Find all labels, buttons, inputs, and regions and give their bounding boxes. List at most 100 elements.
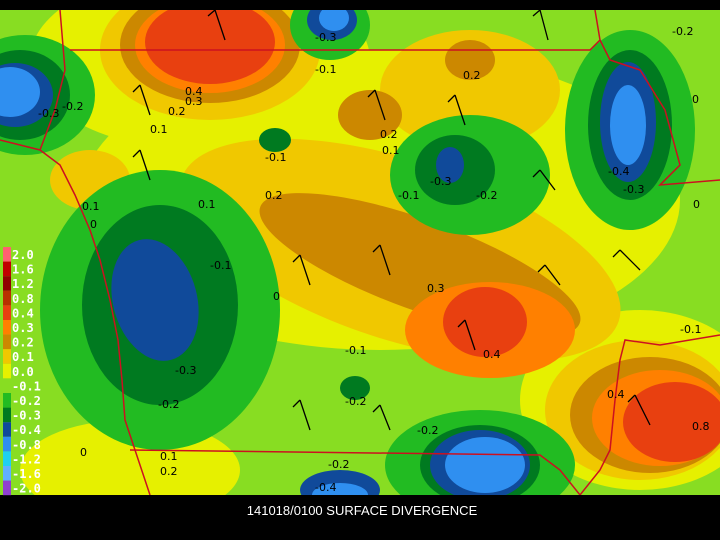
colorbar-label: -1.6	[12, 467, 41, 481]
barb	[532, 169, 556, 191]
fill-level	[380, 30, 560, 150]
colorbar-swatch	[3, 480, 11, 496]
colorbar-swatch	[3, 466, 11, 481]
fill-level	[312, 483, 368, 495]
colorbar-swatch	[3, 407, 11, 423]
contour-label: 0.2	[380, 128, 398, 141]
colorbar: 2.01.61.20.80.40.30.20.10.0-0.1-0.2-0.3-…	[3, 247, 41, 496]
contour-label: 0.4	[607, 388, 625, 401]
fill-level	[0, 67, 40, 117]
field: 0.4 0.3 0.2 0.1 -0.3 -0.2 0.1 0 0.1 0.2 …	[0, 10, 720, 495]
colorbar-swatch	[3, 320, 11, 335]
contour-label: 0	[90, 218, 97, 231]
colorbar-swatch	[3, 305, 11, 320]
barb	[372, 244, 391, 276]
contour-labels: 0.4 0.3 0.2 0.1 -0.3 -0.2 0.1 0 0.1 0.2 …	[38, 25, 710, 494]
colorbar-label: 0.2	[12, 336, 34, 350]
contour-label: -0.3	[623, 183, 644, 196]
contour-label: -0.2	[672, 25, 693, 38]
contour-label: 0.3	[185, 95, 203, 108]
colorbar-label: -0.8	[12, 438, 41, 452]
fill-level	[623, 382, 720, 462]
colorbar-label: 0.4	[12, 306, 34, 320]
fill-level	[319, 10, 349, 31]
contour-label: -0.2	[62, 100, 83, 113]
contour-label: -0.1	[680, 323, 701, 336]
contour-label: -0.2	[328, 458, 349, 471]
barb	[132, 149, 151, 181]
colorbar-swatch	[3, 436, 11, 452]
contour-label: 0.4	[185, 85, 203, 98]
colorbar-label: 1.6	[12, 263, 34, 277]
border	[129, 449, 581, 495]
fill-level	[111, 239, 199, 361]
colorbar-label: 1.2	[12, 277, 34, 291]
contour-label: 0.2	[463, 69, 481, 82]
contour-label: 0.4	[483, 348, 501, 361]
contour-label: -0.3	[315, 31, 336, 44]
barb	[372, 404, 391, 431]
colorbar-swatch	[3, 290, 11, 306]
contour-label: 0	[273, 290, 280, 303]
colorbar-label: 0.1	[12, 350, 34, 364]
contour-label: 0.3	[427, 282, 445, 295]
colorbar-label: -0.3	[12, 409, 41, 423]
border	[39, 10, 66, 151]
barb	[292, 399, 311, 431]
colorbar-label: -0.4	[12, 423, 41, 437]
contour-label: -0.2	[345, 395, 366, 408]
contour-label: 0.1	[160, 450, 178, 463]
border	[0, 139, 151, 495]
contour-label: -0.2	[417, 424, 438, 437]
colorbar-label: -0.1	[12, 379, 41, 393]
caption: 141018/0100 SURFACE DIVERGENCE	[247, 503, 478, 518]
contour-label: 0.1	[82, 200, 100, 213]
contour-label: 0.1	[382, 144, 400, 157]
barb	[292, 254, 311, 286]
barb	[537, 264, 561, 286]
colorbar-swatch	[3, 378, 11, 393]
barb	[207, 10, 226, 41]
fill-level	[436, 147, 464, 183]
fill-level	[145, 10, 275, 84]
barb	[457, 319, 476, 351]
contour-label: -0.1	[345, 344, 366, 357]
contour-label: 0.1	[150, 123, 168, 136]
fill-level	[338, 90, 402, 140]
fill-level	[443, 287, 527, 357]
barb	[627, 394, 651, 426]
colorbar-label: 0.3	[12, 321, 34, 335]
contour-label: 0.2	[265, 189, 283, 202]
colorbar-swatch	[3, 247, 11, 262]
colorbar-label: -1.2	[12, 452, 41, 466]
fill-level	[259, 128, 291, 152]
contour-label: -0.4	[608, 165, 629, 178]
fill-level	[445, 437, 525, 493]
fill-level	[340, 376, 370, 400]
contour-label: 0.8	[692, 420, 710, 433]
contour-label: 0	[693, 198, 700, 211]
colorbar-swatch	[3, 363, 11, 379]
contour-label: 0.2	[160, 465, 178, 478]
contour-label: -0.1	[315, 63, 336, 76]
contour-label: 0.1	[198, 198, 216, 211]
contour-label: 0.2	[168, 105, 186, 118]
contour-label: 0	[80, 446, 87, 459]
contour-label: -0.2	[158, 398, 179, 411]
colorbar-label: 0.8	[12, 292, 34, 306]
colorbar-swatch	[3, 349, 11, 364]
contour-label: -0.3	[175, 364, 196, 377]
border	[70, 10, 601, 51]
contour-label: -0.1	[210, 259, 231, 272]
colorbar-label: -0.2	[12, 394, 41, 408]
fill-level	[610, 85, 646, 165]
contour-label: -0.2	[476, 189, 497, 202]
colorbar-label: -2.0	[12, 482, 41, 496]
colorbar-swatch	[3, 334, 11, 350]
borders	[0, 10, 720, 495]
contour-label: -0.1	[265, 151, 286, 164]
barb	[612, 249, 641, 271]
border	[599, 39, 720, 186]
colorbar-label: 2.0	[12, 248, 34, 262]
